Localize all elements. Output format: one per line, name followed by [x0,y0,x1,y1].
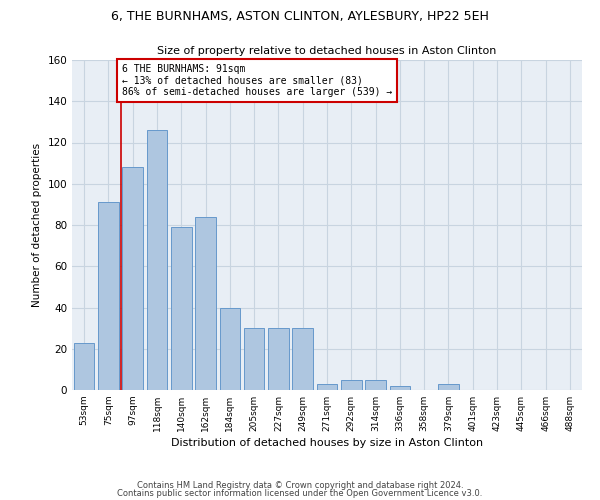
Title: Size of property relative to detached houses in Aston Clinton: Size of property relative to detached ho… [157,46,497,56]
Bar [244,328,265,390]
Bar [195,217,216,390]
Bar [389,386,410,390]
Text: 6, THE BURNHAMS, ASTON CLINTON, AYLESBURY, HP22 5EH: 6, THE BURNHAMS, ASTON CLINTON, AYLESBUR… [111,10,489,23]
X-axis label: Distribution of detached houses by size in Aston Clinton: Distribution of detached houses by size … [171,438,483,448]
Bar [146,130,167,390]
Bar [341,380,362,390]
Text: Contains HM Land Registry data © Crown copyright and database right 2024.: Contains HM Land Registry data © Crown c… [137,481,463,490]
Y-axis label: Number of detached properties: Number of detached properties [32,143,42,307]
Bar [268,328,289,390]
Bar [292,328,313,390]
Bar [98,202,119,390]
Bar [122,167,143,390]
Bar [365,380,386,390]
Text: Contains public sector information licensed under the Open Government Licence v3: Contains public sector information licen… [118,488,482,498]
Text: 6 THE BURNHAMS: 91sqm
← 13% of detached houses are smaller (83)
86% of semi-deta: 6 THE BURNHAMS: 91sqm ← 13% of detached … [122,64,392,98]
Bar [317,384,337,390]
Bar [220,308,240,390]
Bar [171,227,191,390]
Bar [74,342,94,390]
Bar [438,384,459,390]
